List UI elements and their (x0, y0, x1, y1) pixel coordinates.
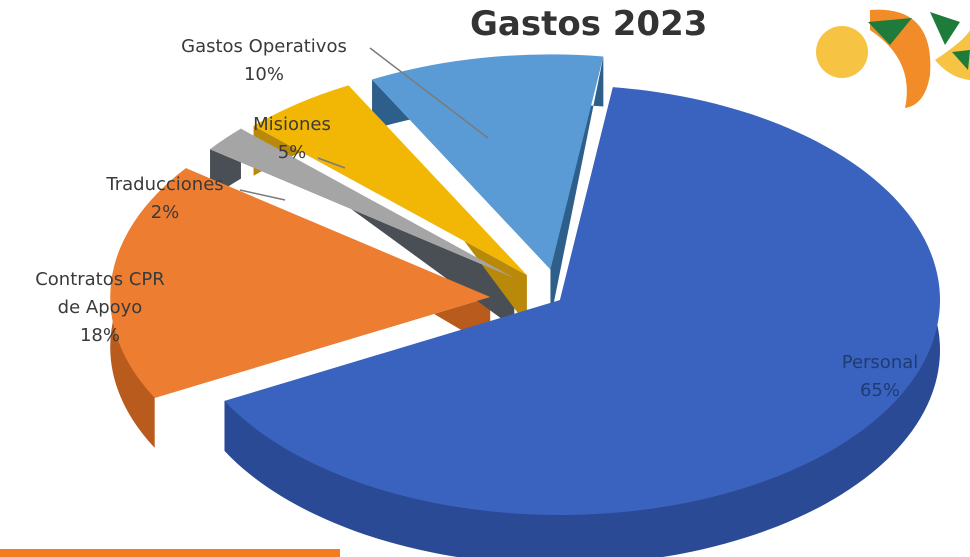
leader-line-misiones (317, 157, 346, 169)
data-label-contratos-cpr-de-apoyo: de Apoyo (58, 297, 143, 318)
pie-slice-traducciones (210, 128, 515, 278)
data-label-traducciones: Traducciones (105, 174, 223, 195)
pie-tops-group (110, 54, 941, 516)
pie-slice-gastos-operativos (372, 54, 604, 270)
pie-slice-personal (224, 87, 941, 516)
pie-slice-misiones (253, 85, 527, 276)
data-label-contratos-cpr-de-apoyo: Contratos CPR (35, 269, 165, 290)
accent-bar (0, 549, 340, 557)
data-label-gastos-operativos: Gastos Operativos (181, 36, 347, 57)
data-label-misiones: Misiones (253, 114, 331, 135)
leader-line-traducciones (239, 189, 286, 201)
pie-labels-group: Personal 65% Contratos CPR de Apoyo 18% Tradu… (35, 36, 918, 401)
data-label-personal: Personal (842, 352, 919, 373)
chart-title: Gastos 2023 (470, 4, 708, 44)
data-label-value-traducciones: 2% (151, 202, 180, 223)
data-label-value-personal: 65% (860, 380, 900, 401)
pie-slice-contratos-cpr-de-apoyo (110, 168, 491, 398)
data-label-value-misiones: 5% (278, 142, 307, 163)
leader-line-gastos-operativos (369, 47, 489, 139)
orange-green-yellow-logo-icon (816, 9, 970, 109)
data-label-value-gastos-operativos: 10% (244, 64, 284, 85)
data-label-value-contratos-cpr-de-apoyo: 18% (80, 325, 120, 346)
